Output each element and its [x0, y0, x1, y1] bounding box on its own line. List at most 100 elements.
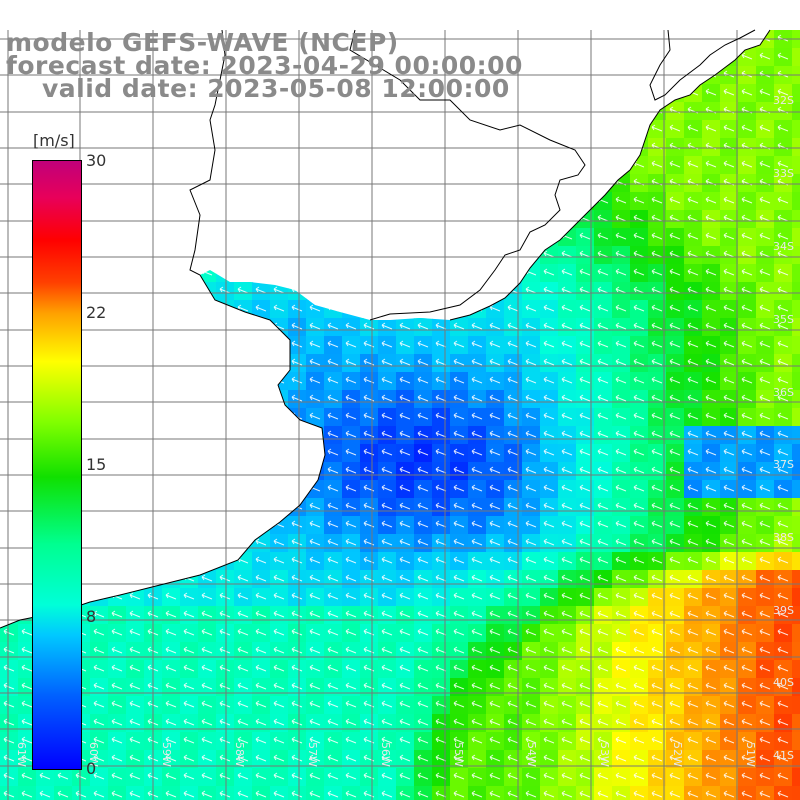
wind-speed-cell: [0, 354, 19, 373]
wind-arrow: [435, 574, 447, 582]
wind-arrow: [633, 574, 645, 582]
wind-arrow: [723, 502, 735, 510]
wind-arrow: [255, 592, 267, 600]
wind-speed-cell: [180, 336, 199, 355]
wind-arrow: [471, 574, 483, 582]
wind-arrow: [741, 52, 753, 60]
wind-arrow: [687, 70, 699, 78]
wind-arrow: [471, 754, 483, 762]
wind-arrow: [489, 520, 501, 528]
wind-arrow: [327, 646, 339, 654]
wind-speed-cell: [0, 444, 19, 463]
wind-arrow: [201, 556, 213, 564]
wind-arrow: [435, 556, 447, 564]
wind-arrow: [705, 196, 717, 204]
wind-speed-cell: [90, 228, 109, 247]
wind-arrow: [669, 556, 681, 564]
wind-speed-cell: [162, 120, 181, 139]
wind-arrow: [615, 592, 627, 600]
wind-arrow: [705, 682, 717, 690]
wind-arrow: [201, 718, 213, 726]
wind-arrow: [543, 772, 555, 780]
wind-arrow: [651, 430, 663, 438]
wind-arrow: [543, 250, 555, 258]
wind-arrow: [777, 556, 789, 564]
wind-speed-cell: [216, 174, 235, 193]
wind-speed-cell: [234, 408, 253, 427]
wind-arrow: [453, 448, 465, 456]
wind-speed-cell: [558, 84, 577, 103]
wind-speed-cell: [342, 264, 361, 283]
wind-arrow: [579, 232, 591, 240]
wind-arrow: [3, 520, 15, 528]
wind-arrow: [723, 430, 735, 438]
wind-arrow: [687, 736, 699, 744]
wind-arrow: [633, 70, 645, 78]
wind-arrow: [129, 538, 141, 546]
wind-arrow: [705, 520, 717, 528]
wind-arrow: [201, 340, 213, 348]
wind-speed-cell: [234, 336, 253, 355]
wind-speed-cell: [504, 120, 523, 139]
wind-arrow: [741, 160, 753, 168]
wind-arrow: [129, 484, 141, 492]
wind-arrow: [525, 214, 537, 222]
wind-arrow: [93, 538, 105, 546]
wind-speed-cell: [378, 210, 397, 229]
wind-arrow: [291, 646, 303, 654]
wind-arrow: [255, 304, 267, 312]
wind-arrow: [273, 358, 285, 366]
wind-arrow: [273, 196, 285, 204]
wind-arrow: [219, 628, 231, 636]
wind-arrow: [21, 502, 33, 510]
wind-arrow: [399, 610, 411, 618]
wind-arrow: [255, 700, 267, 708]
wind-arrow: [597, 466, 609, 474]
wind-arrow: [21, 646, 33, 654]
wind-arrow: [471, 430, 483, 438]
wind-arrow: [633, 772, 645, 780]
wind-speed-cell: [162, 372, 181, 391]
wind-speed-cell: [756, 786, 775, 800]
wind-arrow: [273, 412, 285, 420]
wind-arrow: [453, 286, 465, 294]
wind-arrow: [399, 412, 411, 420]
wind-arrow: [543, 628, 555, 636]
wind-speed-cell: [792, 120, 800, 139]
wind-speed-cell: [630, 138, 649, 157]
wind-arrow: [111, 466, 123, 474]
wind-arrow: [381, 394, 393, 402]
wind-arrow: [381, 736, 393, 744]
wind-arrow: [255, 214, 267, 222]
wind-arrow: [651, 556, 663, 564]
wind-speed-cell: [792, 678, 800, 697]
wind-arrow: [615, 394, 627, 402]
wind-arrow: [579, 124, 591, 132]
wind-arrow: [21, 592, 33, 600]
wind-arrow: [219, 160, 231, 168]
wind-arrow: [507, 214, 519, 222]
wind-speed-cell: [0, 264, 19, 283]
wind-speed-cell: [234, 462, 253, 481]
wind-arrow: [669, 52, 681, 60]
wind-arrow: [327, 124, 339, 132]
wind-arrow: [759, 466, 771, 474]
wind-arrow: [21, 772, 33, 780]
wind-arrow: [633, 790, 645, 798]
wind-speed-cell: [126, 138, 145, 157]
wind-arrow: [669, 160, 681, 168]
wind-arrow: [129, 502, 141, 510]
wind-speed-cell: [252, 174, 271, 193]
wind-arrow: [129, 448, 141, 456]
wind-arrow: [525, 628, 537, 636]
wind-arrow: [507, 718, 519, 726]
wind-arrow: [759, 520, 771, 528]
wind-arrow: [381, 340, 393, 348]
wind-arrow: [669, 430, 681, 438]
wind-arrow: [705, 556, 717, 564]
wind-arrow: [687, 232, 699, 240]
wind-speed-cell: [432, 282, 451, 301]
wind-arrow: [435, 754, 447, 762]
wind-arrow: [561, 430, 573, 438]
wind-speed-cell: [126, 318, 145, 337]
